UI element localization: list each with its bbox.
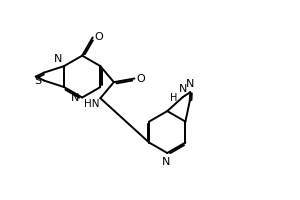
- Text: O: O: [136, 74, 145, 84]
- Text: S: S: [34, 76, 41, 86]
- Text: N: N: [178, 84, 187, 94]
- Text: H: H: [170, 93, 177, 103]
- Text: HN: HN: [84, 99, 99, 109]
- Text: O: O: [94, 32, 103, 42]
- Text: N: N: [186, 79, 194, 89]
- Text: N: N: [71, 93, 79, 103]
- Text: N: N: [162, 157, 170, 167]
- Text: N: N: [54, 54, 62, 64]
